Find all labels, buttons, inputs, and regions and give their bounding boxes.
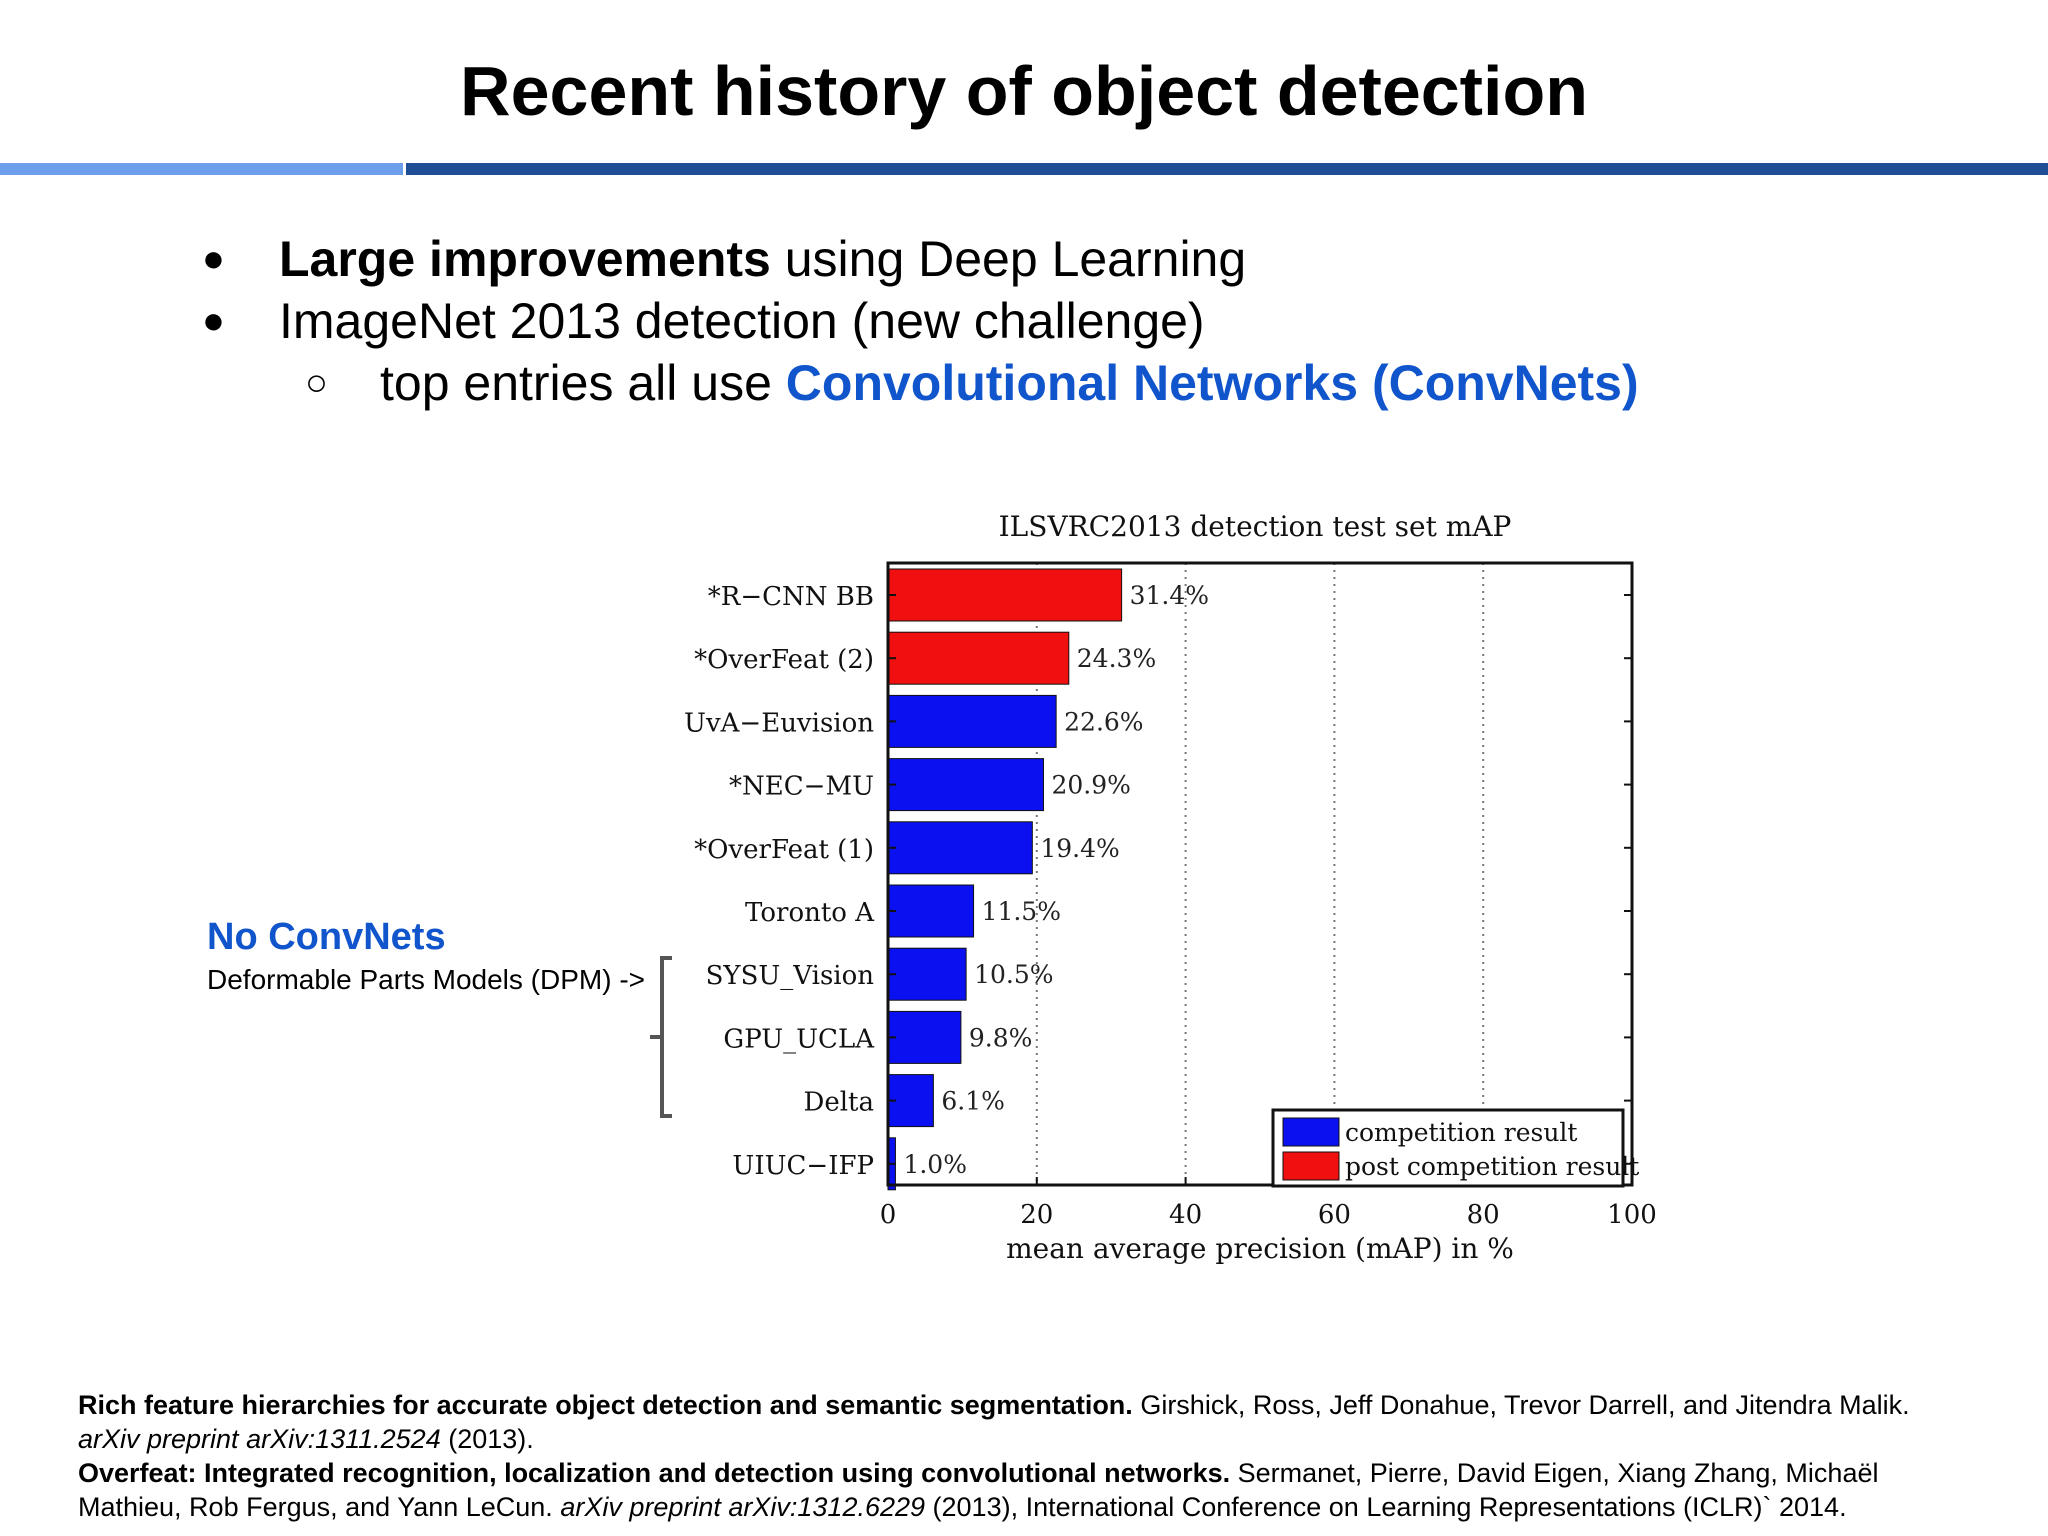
x-tick-label: 80 <box>1467 1200 1500 1230</box>
legend-swatch <box>1282 1151 1340 1181</box>
chart-svg: ILSVRC2013 detection test set mAP *R−CNN… <box>684 510 1657 1265</box>
value-label: 10.5% <box>974 960 1053 989</box>
reference-1-venue: arXiv preprint arXiv:1311.2524 <box>78 1424 441 1454</box>
reference-2-line-2: Mathieu, Rob Fergus, and Yann LeCun. arX… <box>78 1490 2028 1524</box>
x-tick-label: 20 <box>1020 1200 1053 1230</box>
legend-label: competition result <box>1345 1118 1577 1147</box>
x-tick-label: 100 <box>1607 1200 1657 1230</box>
reference-1-line-1: Rich feature hierarchies for accurate ob… <box>78 1388 2028 1422</box>
reference-1-title: Rich feature hierarchies for accurate ob… <box>78 1390 1133 1420</box>
value-label: 24.3% <box>1077 644 1156 673</box>
bar <box>887 821 1033 875</box>
legend-swatch <box>1282 1117 1340 1147</box>
bullet-marker: ● <box>202 300 225 342</box>
bar <box>887 884 975 938</box>
reference-1-authors: Girshick, Ross, Jeff Donahue, Trevor Dar… <box>1132 1390 1910 1420</box>
reference-2-line-1: Overfeat: Integrated recognition, locali… <box>78 1456 2028 1490</box>
dpm-label: Deformable Parts Models (DPM) -> <box>207 964 646 995</box>
reference-2-authors-cont: Mathieu, Rob Fergus, and Yann LeCun. <box>78 1492 561 1522</box>
x-tick-label: 0 <box>880 1200 897 1230</box>
value-label: 6.1% <box>941 1087 1005 1116</box>
category-label: UIUC−IFP <box>732 1151 874 1181</box>
bar <box>887 694 1057 748</box>
reference-1-year: (2013). <box>440 1424 534 1454</box>
x-tick-label: 60 <box>1318 1200 1351 1230</box>
reference-2-title: Overfeat: Integrated recognition, locali… <box>78 1458 1231 1488</box>
category-label: *OverFeat (1) <box>694 835 874 865</box>
value-label: 19.4% <box>1040 834 1119 863</box>
plot-frame <box>886 561 1634 1187</box>
bullet-1-rest: using Deep Learning <box>770 231 1247 287</box>
category-label: *OverFeat (2) <box>694 645 874 675</box>
sub-bullet-marker: ○ <box>305 362 328 404</box>
bullet-item-2: ImageNet 2013 detection (new challenge) <box>279 293 1205 349</box>
references: Rich feature hierarchies for accurate ob… <box>78 1388 2028 1524</box>
value-label: 9.8% <box>969 1023 1033 1052</box>
bar <box>887 758 1044 812</box>
title-underline-dark <box>406 163 2048 175</box>
dpm-bracket <box>650 956 672 1118</box>
sub-bullet-item: top entries all use Convolutional Networ… <box>380 352 1639 414</box>
sub-bullet-accent: Convolutional Networks (ConvNets) <box>785 355 1639 411</box>
sub-bullet-plain: top entries all use <box>380 355 786 411</box>
x-tick-label: 40 <box>1169 1200 1202 1230</box>
category-label: GPU_UCLA <box>723 1024 875 1054</box>
value-label: 11.5% <box>982 897 1061 926</box>
x-axis-label: mean average precision (mAP) in % <box>1006 1232 1514 1265</box>
reference-2-year: (2013), International Conference on Lear… <box>925 1492 1847 1522</box>
value-label: 20.9% <box>1051 771 1130 800</box>
category-label: Delta <box>804 1088 875 1118</box>
bullet-1-bold: Large improvements <box>279 231 771 287</box>
reference-2-authors: Sermanet, Pierre, David Eigen, Xiang Zha… <box>1230 1458 1879 1488</box>
bar <box>887 947 967 1001</box>
bar <box>887 1010 962 1064</box>
value-label: 22.6% <box>1064 707 1143 736</box>
legend-label: post competition result <box>1345 1152 1639 1181</box>
bar <box>887 631 1070 685</box>
slide-title: Recent history of object detection <box>460 52 1588 130</box>
chart-legend: competition result post competition resul… <box>1271 1108 1639 1188</box>
reference-1-line-2: arXiv preprint arXiv:1311.2524 (2013). <box>78 1422 2028 1456</box>
chart-title: ILSVRC2013 detection test set mAP <box>999 510 1512 543</box>
bar <box>887 568 1123 622</box>
category-label: Toronto A <box>745 898 875 928</box>
bullet-list: ● Large improvements using Deep Learning… <box>0 0 2048 420</box>
bullet-marker: ● <box>202 238 225 280</box>
category-label: UvA−Euvision <box>684 708 874 738</box>
no-convnets-label: No ConvNets <box>207 916 446 958</box>
category-label: *R−CNN BB <box>708 582 874 612</box>
title-underline-light <box>0 163 403 175</box>
map-bar-chart: ILSVRC2013 detection test set mAP *R−CNN… <box>640 495 1700 1275</box>
category-label: SYSU_Vision <box>706 961 875 991</box>
value-label: 1.0% <box>903 1150 967 1179</box>
reference-2-venue: arXiv preprint arXiv:1312.6229 <box>560 1492 926 1522</box>
value-label: 31.4% <box>1130 581 1209 610</box>
bullet-item-1: Large improvements using Deep Learning <box>279 228 1246 290</box>
category-label: *NEC−MU <box>729 772 874 802</box>
